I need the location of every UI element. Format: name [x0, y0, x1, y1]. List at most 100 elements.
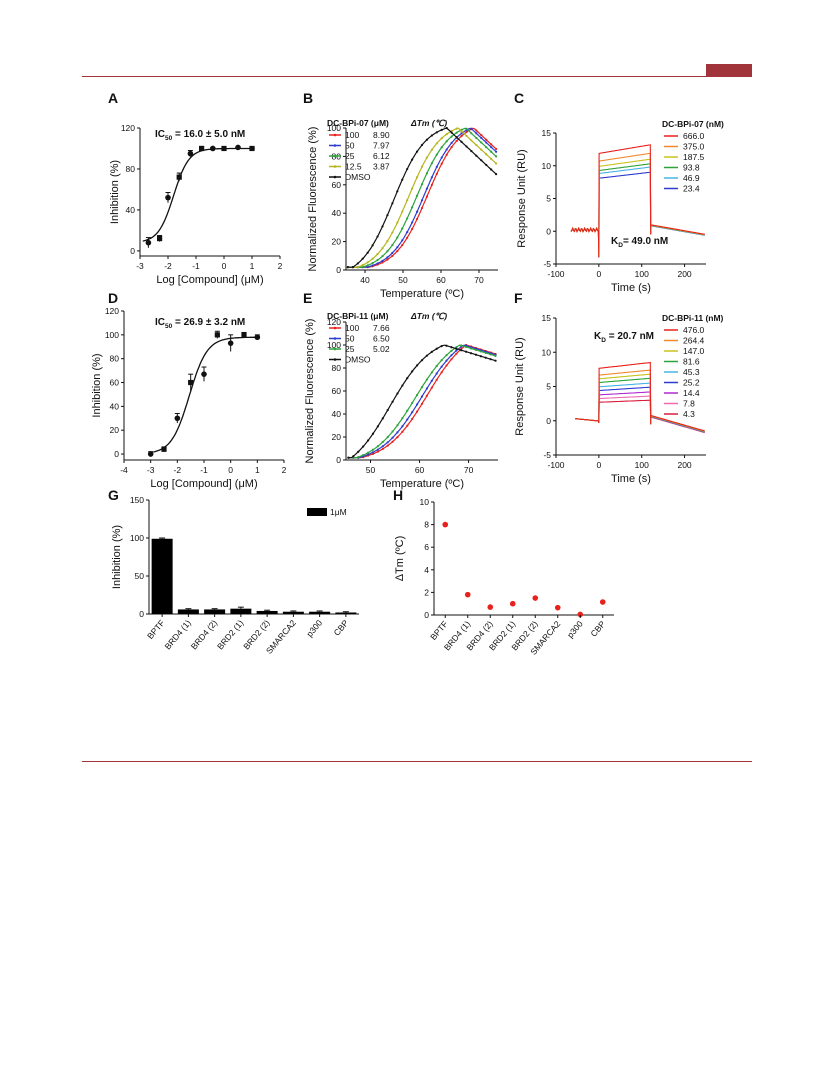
legend-dtm-e: 5.02 — [373, 344, 390, 354]
x-axis-title-c: Time (s) — [611, 282, 651, 294]
bar-g-2 — [204, 609, 226, 614]
panel-letter-g: G — [108, 487, 119, 503]
melt-point-e-50 — [440, 365, 443, 368]
melt-point-b-100 — [381, 261, 384, 264]
melt-point-b-12.5 — [425, 156, 429, 159]
melt-point-b-100 — [460, 134, 463, 138]
melt-point-e-25 — [450, 349, 453, 352]
category-label-h: p300 — [565, 619, 585, 640]
y-tick-label-d: 0 — [114, 449, 119, 459]
melt-point-e-50 — [401, 425, 404, 428]
x-tick-label-d: 2 — [282, 465, 287, 475]
melt-point-b-100 — [386, 258, 389, 261]
x-tick-label-b: 70 — [474, 275, 484, 285]
melt-point-e-100 — [440, 371, 443, 374]
x-tick-label-c: 200 — [677, 269, 691, 279]
x-axis-title-e: Temperature (ºC) — [380, 478, 464, 490]
x-tick-label-d: -3 — [147, 465, 155, 475]
bar-g-1 — [177, 609, 199, 614]
melt-point-e-50 — [425, 387, 429, 390]
melt-point-e-100 — [401, 430, 404, 433]
kd-annotation-f: KD = 20.7 nM — [594, 331, 654, 344]
melt-point-e-25 — [474, 348, 478, 352]
legend-title-e: DC-BPi-11 (μM) — [327, 311, 389, 321]
sensorgram-f-476.0 — [575, 361, 705, 432]
melt-point-b-DMSO — [401, 178, 404, 181]
y-axis-title-e: Normalized Fluorescence (%) — [304, 319, 316, 464]
melt-curve-b-100 — [347, 127, 497, 268]
x-tick-label-e: 50 — [366, 465, 376, 475]
melt-point-e-50 — [391, 436, 394, 439]
melt-point-e-25 — [415, 393, 419, 397]
melt-point-e-DMSO — [386, 409, 389, 412]
melt-point-b-12.5 — [386, 240, 389, 243]
y-tick-label-g: 100 — [130, 533, 144, 543]
melt-curve-e-50 — [348, 344, 496, 459]
melt-point-b-DMSO — [415, 150, 419, 153]
melt-point-b-12.5 — [440, 137, 443, 140]
category-label-h: CBP — [588, 619, 607, 639]
melt-point-b-100 — [450, 146, 453, 149]
y-tick-label-h: 0 — [424, 610, 429, 620]
y-tick-label-c: 10 — [542, 161, 552, 171]
x-axis-title-a: Log [Compound] (μM) — [156, 274, 263, 286]
melt-point-b-DMSO — [455, 136, 458, 139]
melt-point-e-DMSO — [362, 445, 365, 448]
y-tick-label-d: 60 — [110, 378, 120, 388]
data-point-h-0 — [442, 521, 449, 528]
melt-point-b-12.5 — [480, 148, 483, 151]
melt-point-e-25 — [371, 448, 375, 451]
melt-point-e-25 — [386, 436, 389, 439]
legend-swatch-dot-e — [333, 337, 337, 340]
melt-point-b-100 — [490, 143, 493, 146]
melt-point-e-DMSO — [401, 384, 404, 387]
x-tick-label-c: 0 — [596, 269, 601, 279]
melt-point-e-DMSO — [391, 400, 394, 403]
melt-point-b-50 — [490, 146, 493, 149]
data-point-a — [199, 145, 205, 152]
melt-point-e-100 — [445, 364, 448, 367]
melt-point-b-100 — [396, 249, 399, 253]
melt-point-b-25 — [430, 162, 433, 165]
x-tick-label-f: -100 — [547, 460, 564, 470]
melt-point-b-100 — [475, 129, 478, 132]
y-tick-label-e: 20 — [332, 432, 342, 442]
legend-delta-title-b: ΔTm (℃) — [410, 118, 447, 128]
melt-point-e-DMSO — [484, 356, 487, 359]
melt-point-e-50 — [386, 441, 389, 444]
y-tick-label-b: 100 — [327, 123, 341, 133]
x-tick-label-a: -2 — [164, 261, 172, 271]
legend-label-g: 1μM — [330, 507, 347, 517]
melt-point-b-50 — [495, 150, 498, 153]
melt-point-e-DMSO — [420, 359, 424, 362]
melt-point-e-DMSO — [396, 392, 399, 395]
melt-point-b-12.5 — [415, 176, 419, 179]
bar-g-5 — [282, 611, 304, 614]
melt-point-b-25 — [425, 172, 429, 175]
y-tick-label-a: 80 — [126, 164, 136, 174]
y-tick-label-g: 150 — [130, 495, 144, 505]
melt-point-e-25 — [420, 386, 424, 389]
melt-point-b-12.5 — [356, 266, 359, 269]
melt-point-e-DMSO — [455, 347, 458, 350]
y-tick-label-e: 100 — [327, 340, 341, 350]
melt-point-e-DMSO — [352, 455, 355, 458]
melt-curve-e-DMSO — [348, 344, 496, 459]
y-axis-title-g: Inhibition (%) — [111, 525, 123, 589]
melt-point-b-DMSO — [376, 235, 379, 238]
melt-point-e-25 — [362, 454, 365, 457]
melt-point-b-100 — [406, 236, 409, 239]
melt-point-e-DMSO — [430, 350, 433, 353]
melt-point-e-100 — [455, 352, 458, 355]
y-axis-title-h: ΔTm (ºC) — [394, 536, 406, 582]
melt-point-b-50 — [401, 239, 404, 242]
y-tick-label-c: 15 — [542, 128, 552, 138]
x-tick-label-b: 50 — [398, 275, 408, 285]
panel-letter-c: C — [514, 90, 524, 106]
y-tick-label-h: 2 — [424, 587, 429, 597]
data-point-h-4 — [532, 595, 539, 601]
melt-point-b-12.5 — [475, 143, 478, 147]
melt-point-e-50 — [445, 359, 448, 362]
legend-swatch-dot-b — [333, 154, 337, 158]
melt-point-b-DMSO — [371, 244, 374, 247]
